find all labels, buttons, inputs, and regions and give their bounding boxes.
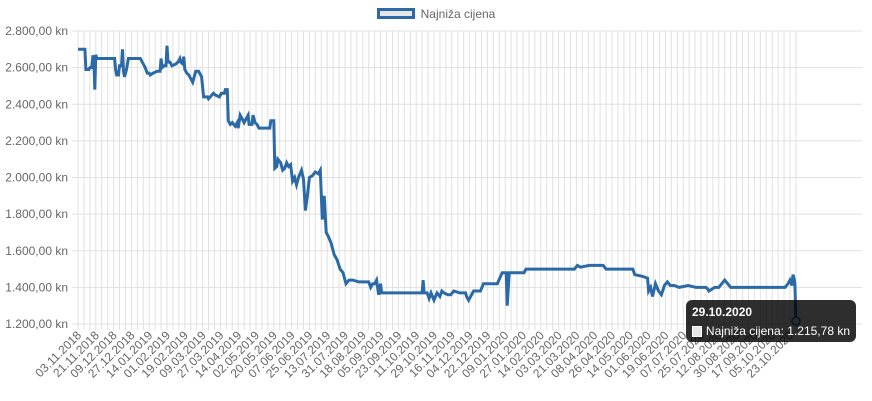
y-tick-label: 1.800,00 kn [5,207,68,221]
tooltip-value: Najniža cijena: 1.215,78 kn [705,324,850,338]
x-axis: 03.11.201821.11.201809.12.201827.12.2018… [32,328,796,381]
tooltip-swatch [692,325,702,337]
y-tick-label: 1.400,00 kn [5,280,68,294]
tooltip-row: Najniža cijena: 1.215,78 kn [692,324,850,338]
y-tick-label: 2.400,00 kn [5,97,68,111]
legend-swatch [376,8,415,20]
y-tick-label: 2.200,00 kn [5,134,68,148]
y-tick-label: 2.800,00 kn [5,24,68,38]
y-tick-label: 1.200,00 kn [5,317,68,331]
y-axis: 2.800,00 kn 2.600,00 kn 2.400,00 kn 2.200,0… [5,24,68,331]
y-tick-label: 2.000,00 kn [5,171,68,185]
legend-label: Najniža cijena [420,6,496,21]
chart-legend[interactable]: Najniža cijena [0,6,872,21]
chart-tooltip: 29.10.2020 Najniža cijena: 1.215,78 kn [686,300,856,342]
y-tick-label: 1.600,00 kn [5,244,68,258]
series-line[interactable] [78,45,798,322]
tooltip-date: 29.10.2020 [692,305,753,319]
series-layer [78,45,801,326]
y-tick-label: 2.600,00 kn [5,61,68,75]
